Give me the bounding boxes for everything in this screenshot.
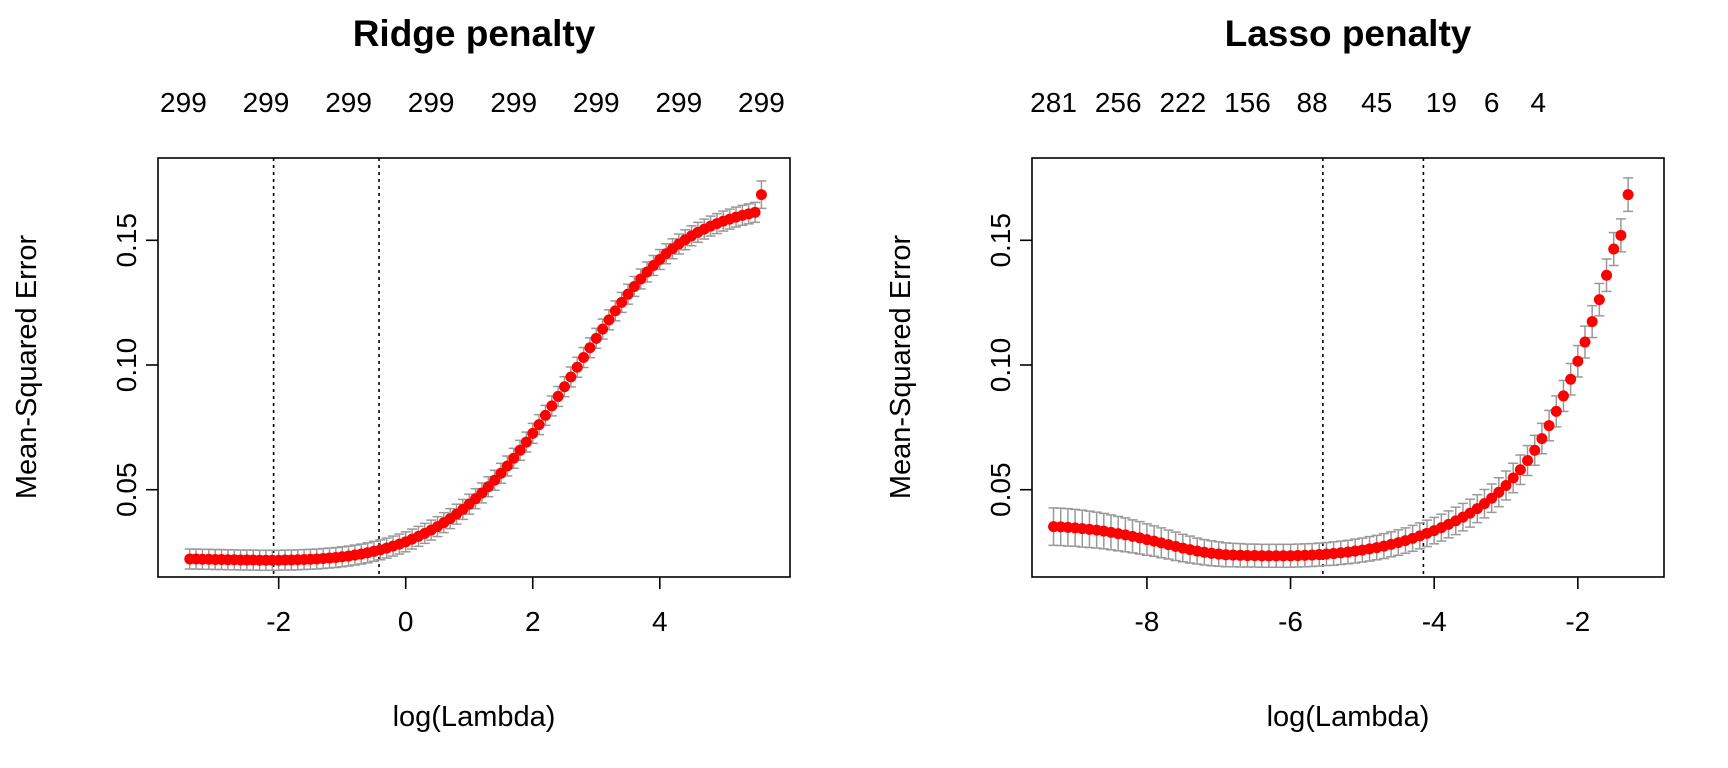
ridge-point — [489, 474, 501, 486]
lasso-points — [1048, 189, 1634, 562]
ridge-x-tick-label: -2 — [266, 606, 291, 637]
ridge-plot-box — [157, 157, 791, 578]
ridge-top-label: 299 — [243, 87, 290, 118]
ridge-top-label: 299 — [573, 87, 620, 118]
lasso-point — [1586, 316, 1598, 328]
ridge-top-label: 299 — [490, 87, 537, 118]
ridge-point — [508, 452, 520, 464]
ridge-point — [597, 323, 609, 335]
ridge-point — [527, 427, 539, 439]
lasso-point — [1529, 444, 1541, 456]
ridge-point — [590, 332, 602, 344]
ridge-x-tick-label: 2 — [525, 606, 541, 637]
lasso-top-label: 4 — [1531, 87, 1547, 118]
ridge-top-label: 299 — [738, 87, 785, 118]
ridge-x-tick-label: 0 — [398, 606, 414, 637]
lasso-x-label: log(Lambda) — [1267, 701, 1430, 733]
ridge-point — [501, 460, 513, 472]
lasso-point — [1615, 229, 1627, 241]
ridge-point — [539, 409, 551, 421]
lasso-point — [1557, 390, 1569, 402]
lasso-point — [1593, 294, 1605, 306]
lasso-top-labels: 281 256 222 156 88 45 19 6 4 — [1030, 87, 1546, 118]
ridge-x-tick-label: 4 — [652, 606, 668, 637]
ridge-y-tick-label: 0.05 — [111, 462, 142, 517]
ridge-point — [552, 390, 564, 402]
lasso-point — [1622, 189, 1634, 201]
lasso-point — [1601, 269, 1613, 281]
lasso-x-axis: -8 -6 -4 -2 — [1134, 577, 1590, 637]
ridge-panel: Ridge penalty 299 299 299 299 299 299 299 299 -… — [11, 13, 791, 733]
ridge-y-tick-label: 0.15 — [111, 213, 142, 268]
ridge-point — [565, 371, 577, 383]
lasso-point — [1536, 433, 1548, 445]
lasso-y-tick-label: 0.10 — [985, 338, 1016, 393]
ridge-point — [616, 296, 628, 308]
lasso-top-label: 88 — [1297, 87, 1328, 118]
lasso-top-label: 256 — [1095, 87, 1142, 118]
lasso-plot-box — [1031, 157, 1665, 578]
lasso-x-tick-label: -6 — [1278, 606, 1303, 637]
lasso-point — [1493, 486, 1505, 498]
ridge-point — [514, 444, 526, 456]
lasso-y-tick-label: 0.05 — [985, 462, 1016, 517]
ridge-point — [749, 206, 761, 218]
ridge-points — [184, 189, 767, 566]
lasso-panel: Lasso penalty 281 256 222 156 88 45 19 6 4 -8 -6-… — [885, 13, 1665, 733]
ridge-point — [635, 273, 647, 285]
lasso-x-tick-label: -4 — [1422, 606, 1447, 637]
lasso-point — [1507, 472, 1519, 484]
ridge-point — [603, 314, 615, 326]
ridge-point — [533, 419, 545, 431]
ridge-y-tick-label: 0.10 — [111, 338, 142, 393]
lasso-point — [1565, 373, 1577, 385]
lasso-point — [1579, 336, 1591, 348]
lasso-point — [1572, 355, 1584, 367]
lasso-x-tick-label: -8 — [1134, 606, 1159, 637]
ridge-top-label: 299 — [655, 87, 702, 118]
ridge-top-label: 299 — [325, 87, 372, 118]
ridge-top-labels: 299 299 299 299 299 299 299 299 — [160, 87, 785, 118]
lasso-top-label: 6 — [1484, 87, 1500, 118]
ridge-title: Ridge penalty — [353, 13, 596, 54]
lasso-point — [1514, 464, 1526, 476]
lasso-y-tick-label: 0.15 — [985, 213, 1016, 268]
lasso-point — [1608, 243, 1620, 255]
ridge-top-label: 299 — [160, 87, 207, 118]
lasso-top-label: 281 — [1030, 87, 1077, 118]
lasso-top-label: 222 — [1159, 87, 1206, 118]
ridge-point — [520, 436, 532, 448]
lasso-y-axis: 0.05 0.10 0.15 — [985, 213, 1032, 517]
ridge-point — [495, 467, 507, 479]
lasso-top-label: 19 — [1426, 87, 1457, 118]
lasso-top-label: 156 — [1224, 87, 1271, 118]
lasso-error-bars — [1048, 177, 1634, 569]
ridge-point — [584, 342, 596, 354]
ridge-point — [571, 361, 583, 373]
ridge-top-label: 299 — [408, 87, 455, 118]
ridge-y-label: Mean-Squared Error — [11, 234, 43, 499]
lasso-vlines — [1322, 158, 1425, 577]
ridge-point — [755, 189, 767, 201]
ridge-point — [622, 288, 634, 300]
lasso-point — [1500, 479, 1512, 491]
ridge-y-axis: 0.05 0.10 0.15 — [111, 213, 158, 517]
ridge-point — [559, 381, 571, 393]
ridge-x-axis: -2 0 2 4 — [266, 577, 668, 637]
lasso-y-label: Mean-Squared Error — [885, 234, 917, 499]
lasso-title: Lasso penalty — [1225, 13, 1472, 54]
ridge-point — [628, 280, 640, 292]
ridge-point — [546, 400, 558, 412]
ridge-vlines — [272, 158, 380, 577]
ridge-point — [609, 305, 621, 317]
ridge-x-label: log(Lambda) — [393, 701, 556, 733]
lasso-top-label: 45 — [1361, 87, 1392, 118]
lasso-point — [1543, 420, 1555, 432]
ridge-point — [578, 352, 590, 364]
lasso-point — [1550, 405, 1562, 417]
lasso-x-tick-label: -2 — [1565, 606, 1590, 637]
lasso-point — [1522, 455, 1534, 467]
